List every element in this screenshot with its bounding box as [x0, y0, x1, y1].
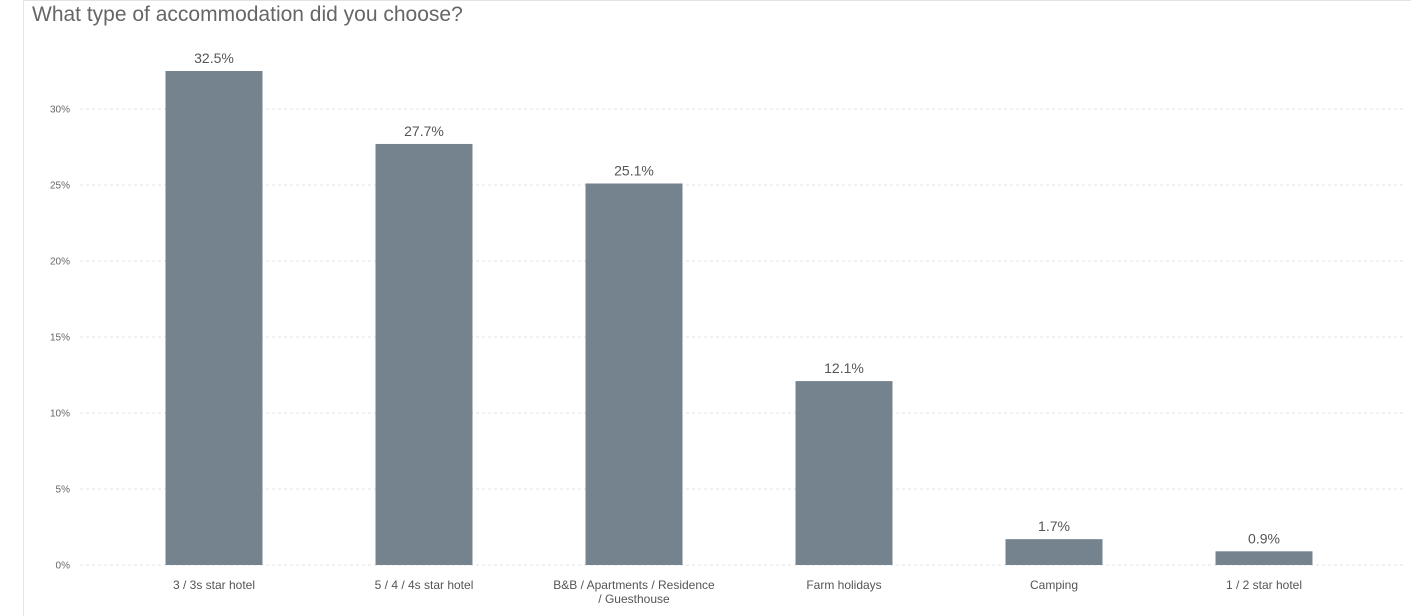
bar	[166, 71, 263, 565]
bar	[796, 381, 893, 565]
y-tick-label: 15%	[50, 333, 70, 344]
x-tick-label: 1 / 2 star hotel	[1226, 578, 1302, 592]
y-tick-label: 10%	[50, 409, 70, 420]
bars	[166, 71, 1313, 565]
bar	[376, 144, 473, 565]
data-label: 27.7%	[404, 123, 444, 139]
data-label: 32.5%	[194, 50, 234, 66]
data-label: 0.9%	[1248, 530, 1280, 546]
data-label: 12.1%	[824, 360, 864, 376]
data-labels: 32.5% 27.7% 25.1% 12.1% 1.7% 0.9%	[194, 50, 1280, 546]
bar	[586, 183, 683, 565]
x-axis: 3 / 3s star hotel 5 / 4 / 4s star hotel B&…	[173, 578, 1302, 606]
y-tick-label: 30%	[50, 105, 70, 116]
y-tick-label: 0%	[56, 561, 71, 572]
x-tick-label: Camping	[1030, 578, 1078, 592]
y-tick-label: 20%	[50, 257, 70, 268]
x-tick-label: 3 / 3s star hotel	[173, 578, 255, 592]
x-tick-label: B&B / Apartments / Residence / Guesthouse	[553, 578, 715, 606]
x-tick-label: Farm holidays	[806, 578, 881, 592]
bar	[1216, 551, 1313, 565]
data-label: 25.1%	[614, 162, 654, 178]
y-axis: 0% 5% 10% 15% 20% 25% 30%	[50, 105, 70, 572]
x-tick-label: 5 / 4 / 4s star hotel	[375, 578, 474, 592]
data-label: 1.7%	[1038, 518, 1070, 534]
y-tick-label: 5%	[56, 485, 71, 496]
grid-lines	[80, 109, 1404, 565]
bar	[1006, 539, 1103, 565]
y-tick-label: 25%	[50, 181, 70, 192]
